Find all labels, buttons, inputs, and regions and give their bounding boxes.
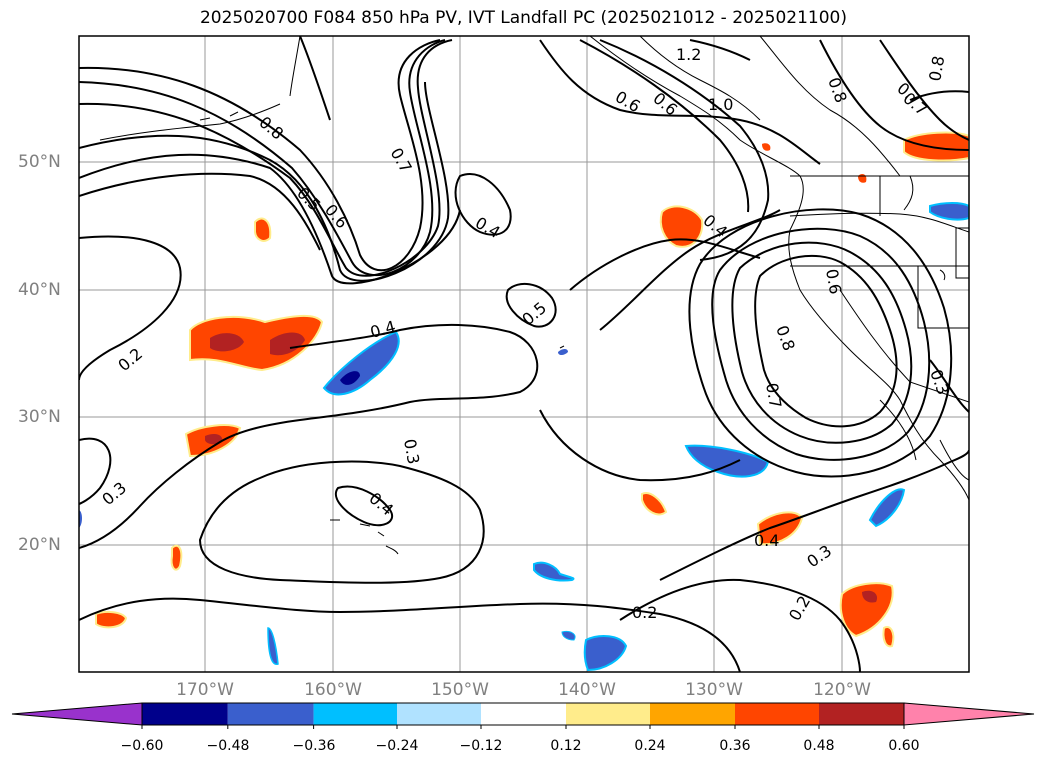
pv-fill-patches xyxy=(79,131,969,672)
colorbar-tick-label: 0.24 xyxy=(634,738,666,754)
contour-label: 0.3 xyxy=(400,437,423,465)
colorbar-extend-low xyxy=(11,702,143,726)
map-frame xyxy=(78,35,970,673)
contour-label: 0.8 xyxy=(772,323,799,353)
colorbar-tick-label: −0.36 xyxy=(292,738,336,754)
colorbar-tick-label: −0.24 xyxy=(375,738,419,754)
colorbar-frame xyxy=(141,702,905,726)
contour-label: 0.8 xyxy=(824,75,851,105)
lon-label: 170°W xyxy=(176,680,234,700)
contour-label: 0.2 xyxy=(632,603,657,622)
graticule xyxy=(79,36,969,672)
colorbar-segment xyxy=(313,703,397,725)
map-plot-area: 1.2 1.0 0.8 0.8 0.8 0.7 0.7 0.7 0.6 0.6 … xyxy=(79,36,969,672)
colorbar-segment xyxy=(650,703,735,725)
lon-label: 120°W xyxy=(813,680,871,700)
contour-label: 1.2 xyxy=(676,45,701,64)
contour-label: 0.7 xyxy=(387,145,416,177)
contour-label: 1.0 xyxy=(708,95,733,114)
map-title: 2025020700 F084 850 hPa PV, IVT Landfall… xyxy=(199,8,847,28)
colorbar-segment xyxy=(227,703,314,725)
contour-label: 0.3 xyxy=(926,367,953,397)
lat-label: 30°N xyxy=(18,407,61,427)
lon-label: 150°W xyxy=(431,680,489,700)
lon-label: 140°W xyxy=(558,680,616,700)
contour-label: 0.4 xyxy=(472,213,504,242)
colorbar-segment xyxy=(397,703,481,725)
lon-label: 160°W xyxy=(304,680,362,700)
colorbar-tick-label: −0.12 xyxy=(459,738,503,754)
contour-label: 0.7 xyxy=(762,381,785,409)
colorbar-tick-label: −0.60 xyxy=(120,738,164,754)
colorbar-tick-label: 0.48 xyxy=(803,738,835,754)
colorbar-tick-label: 0.12 xyxy=(550,738,582,754)
colorbar-tick-label: 0.60 xyxy=(888,738,920,754)
contour-label: 0.2 xyxy=(114,344,146,375)
pv-contours xyxy=(79,36,969,672)
lat-label: 20°N xyxy=(18,535,61,555)
contour-label: 0.8 xyxy=(255,113,287,144)
colorbar-segment xyxy=(819,703,904,725)
lat-label: 40°N xyxy=(18,280,61,300)
contour-label: 0.6 xyxy=(612,87,644,116)
colorbar-segment xyxy=(481,703,566,725)
colorbar-tick-label: −0.48 xyxy=(206,738,250,754)
lat-label: 50°N xyxy=(18,152,61,172)
contour-label: 0.6 xyxy=(822,267,845,295)
lon-label: 130°W xyxy=(685,680,743,700)
colorbar-segment xyxy=(566,703,650,725)
contour-label: 0.3 xyxy=(803,541,835,571)
contour-label: 0.8 xyxy=(925,54,948,82)
colorbar-tick-label: 0.36 xyxy=(719,738,751,754)
colorbar-segment xyxy=(142,703,228,725)
contour-label: 0.4 xyxy=(754,531,779,550)
colorbar-extend-high xyxy=(903,702,1035,726)
colorbar-segment xyxy=(735,703,819,725)
colorbar xyxy=(11,702,1035,729)
